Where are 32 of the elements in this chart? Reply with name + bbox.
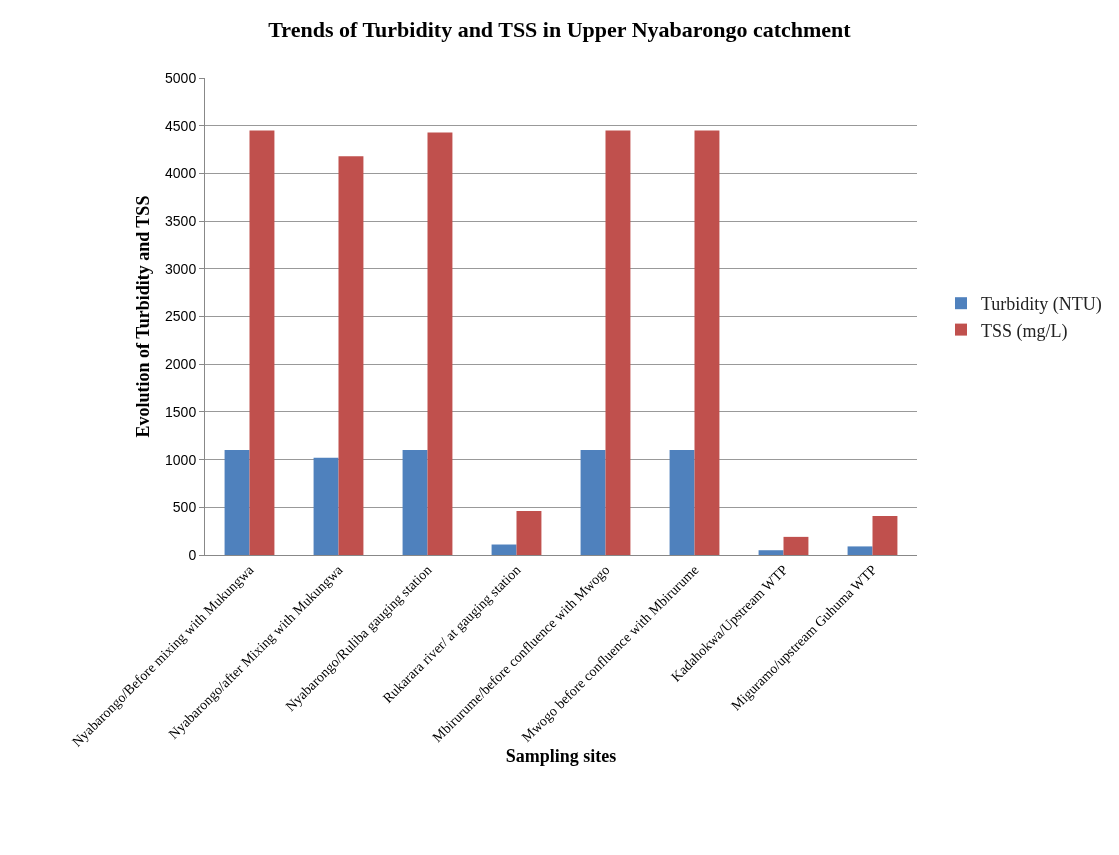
y-tick-label: 2000 — [165, 356, 197, 373]
bar — [516, 511, 542, 555]
bar — [249, 130, 275, 555]
legend-label: Turbidity (NTU) — [981, 294, 1102, 316]
chart-title: Trends of Turbidity and TSS in Upper Nyabarongo catchment — [268, 16, 852, 42]
legend-label: TSS (mg/L) — [981, 320, 1068, 342]
y-tick-label: 500 — [172, 499, 197, 516]
y-tick-label: 1000 — [165, 451, 197, 468]
bar — [847, 546, 873, 555]
bar — [758, 550, 784, 555]
bar — [872, 515, 898, 555]
y-tick-label: 5000 — [165, 69, 197, 86]
bar — [783, 536, 809, 555]
bar — [313, 457, 339, 555]
bar — [605, 130, 631, 555]
y-tick-label: 4500 — [165, 117, 197, 134]
y-tick-label: 4000 — [165, 165, 197, 182]
bar — [402, 450, 428, 555]
bar — [580, 450, 606, 555]
y-tick-label: 3500 — [165, 213, 197, 229]
bar — [224, 450, 250, 555]
bar — [491, 544, 517, 555]
y-tick-label: 0 — [188, 546, 197, 563]
bar — [694, 130, 720, 555]
x-axis-title: Sampling sites — [505, 745, 617, 766]
bar — [427, 132, 453, 555]
bar — [669, 450, 695, 555]
y-tick-label: 2500 — [165, 308, 197, 325]
bar — [338, 156, 364, 555]
y-tick-label: 3000 — [165, 260, 197, 277]
y-tick-label: 1500 — [165, 403, 197, 420]
y-axis-title: Evolution of Turbidity and TSS — [133, 195, 154, 438]
